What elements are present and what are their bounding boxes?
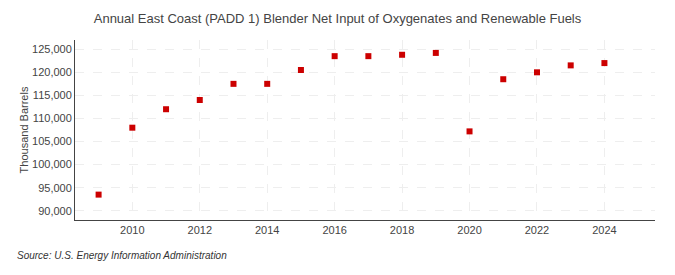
svg-text:125,000: 125,000 (32, 43, 72, 55)
svg-text:2010: 2010 (120, 224, 144, 236)
svg-text:2018: 2018 (390, 224, 414, 236)
svg-text:115,000: 115,000 (33, 89, 72, 101)
svg-text:2022: 2022 (525, 224, 549, 236)
svg-text:2016: 2016 (322, 224, 346, 236)
svg-text:100,000: 100,000 (32, 158, 72, 170)
svg-text:2014: 2014 (255, 224, 279, 236)
svg-text:90,000: 90,000 (38, 205, 72, 217)
svg-text:120,000: 120,000 (32, 66, 72, 78)
svg-text:Source: U.S. Energy Informatio: Source: U.S. Energy Information Administ… (17, 250, 227, 261)
svg-text:105,000: 105,000 (32, 135, 72, 147)
svg-text:Annual East Coast (PADD 1) Ble: Annual East Coast (PADD 1) Blender Net I… (94, 11, 582, 26)
svg-text:2020: 2020 (457, 224, 481, 236)
svg-text:110,000: 110,000 (33, 112, 72, 124)
svg-text:95,000: 95,000 (38, 182, 72, 194)
svg-text:Thousand Barrels: Thousand Barrels (18, 86, 30, 173)
svg-text:2024: 2024 (592, 224, 616, 236)
svg-text:2012: 2012 (188, 224, 212, 236)
